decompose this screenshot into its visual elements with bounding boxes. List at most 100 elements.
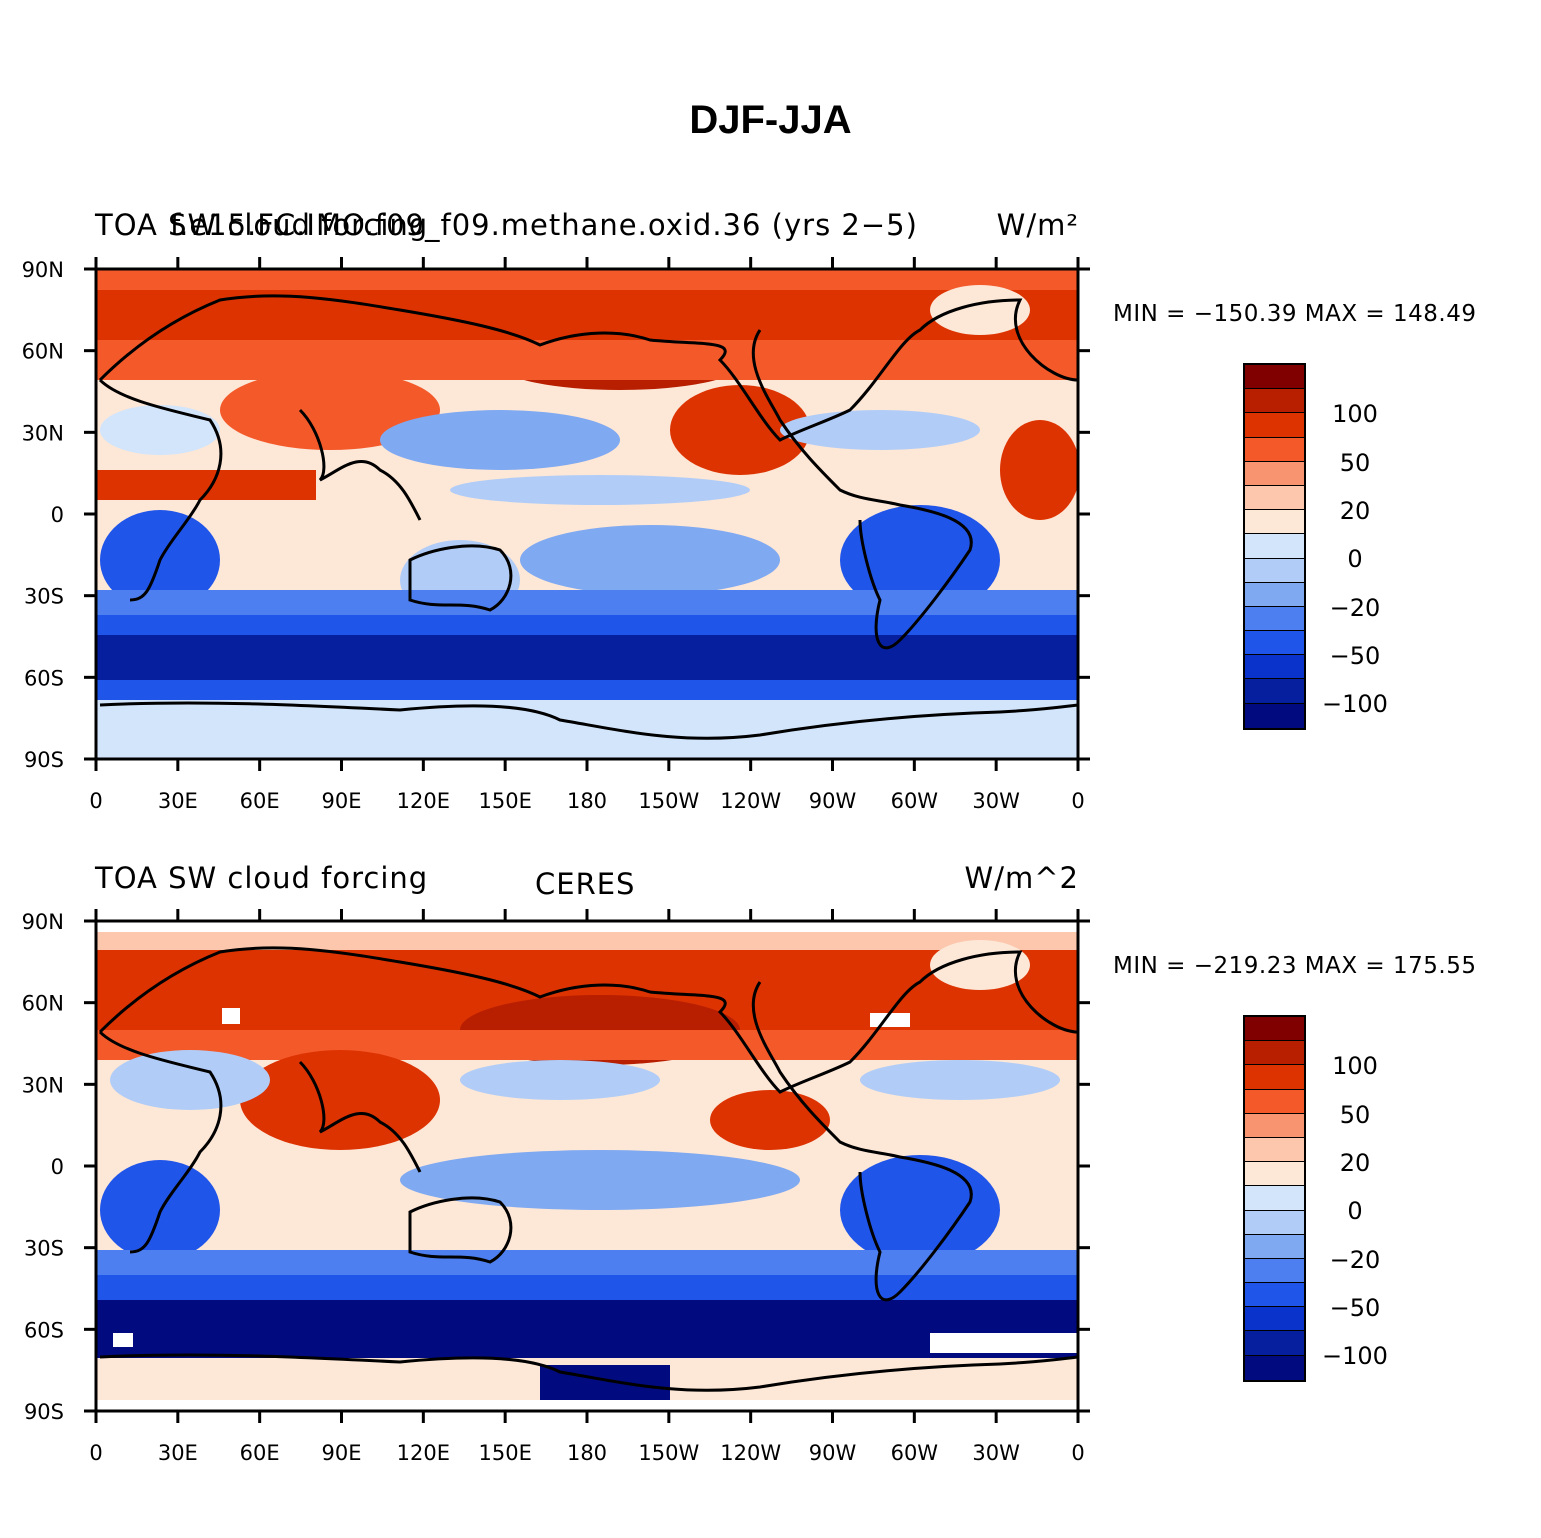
lat-label: 60N (22, 340, 64, 364)
lon-label: 180 (567, 1441, 607, 1465)
colorbar-tick-label: −100 (1322, 690, 1388, 719)
colorbar-tick-label: −20 (1329, 593, 1381, 622)
lon-label: 60W (891, 789, 939, 813)
colorbar-tick-label: −50 (1329, 1293, 1381, 1322)
lat-label: 90N (22, 258, 64, 282)
lon-label: 120E (397, 789, 450, 813)
panel1-field (96, 269, 1078, 759)
colorbar-swatch (1245, 510, 1304, 535)
lon-label: 30W (972, 1441, 1020, 1465)
lon-label: 180 (567, 789, 607, 813)
colorbar-swatch (1245, 389, 1304, 414)
panel1-ticks (84, 257, 1090, 771)
colorbar-swatch (1245, 1307, 1304, 1332)
colorbar-swatch (1245, 1258, 1304, 1284)
colorbar-tick-label: 100 (1332, 1052, 1378, 1081)
colorbar-swatch (1245, 1113, 1304, 1138)
colorbar-swatch (1245, 1089, 1304, 1114)
panel2-variable-label: TOA SW cloud forcing (95, 861, 429, 895)
page-title: DJF-JJA (689, 98, 852, 142)
lon-label: 90E (322, 1441, 362, 1465)
colorbar-tick-label: 0 (1347, 1197, 1363, 1226)
lat-label: 30S (24, 585, 64, 609)
colorbar-tick-label: 50 (1339, 1100, 1371, 1129)
lat-label: 30S (24, 1237, 64, 1261)
colorbar-swatch (1245, 365, 1304, 390)
lat-label: 0 (51, 503, 64, 527)
colorbar-tick-label: 20 (1339, 1148, 1371, 1177)
lat-label: 60N (22, 992, 64, 1016)
panel2-lon-labels: 0 30E 60E 90E 120E 150E 180 150W 120W 90W 60W 30W 0 (89, 1441, 1084, 1465)
panel1-lat-labels: 90N 60N 30N 0 30S 60S 90S (22, 258, 64, 772)
colorbar-swatch (1245, 558, 1304, 583)
colorbar-tick-label: −50 (1329, 641, 1381, 670)
panel2-field (96, 921, 1078, 1411)
panel1-coastlines (98, 294, 1078, 740)
lon-label: 60E (240, 1441, 280, 1465)
lat-label: 30N (22, 421, 64, 445)
lon-label: 0 (89, 789, 102, 813)
lon-label: 30E (158, 789, 198, 813)
colorbar-swatch (1245, 679, 1304, 704)
panel1-variable-label: TOA SW cloud forcing (95, 208, 429, 242)
lon-label: 150W (638, 1441, 699, 1465)
colorbar-tick-label: 100 (1332, 400, 1378, 429)
colorbar-swatch (1245, 606, 1304, 632)
colorbar-swatch (1245, 1283, 1304, 1308)
lon-label: 0 (1071, 1441, 1084, 1465)
lon-label: 150W (638, 789, 699, 813)
lat-label: 60S (24, 1318, 64, 1342)
lon-label: 150E (478, 1441, 531, 1465)
panel1-map: 90N 60N 30N 0 30S 60S 90S 0 30E 60E 90E 120E 150E 18… (22, 257, 1090, 813)
panel2-map: 90N 60N 30N 0 30S 60S 90S 0 30E 60E 90E 120E 150E 18… (22, 909, 1090, 1465)
colorbar-swatch (1245, 534, 1304, 559)
colorbar-swatch (1245, 437, 1304, 462)
colorbar-swatch (1245, 1234, 1304, 1259)
lon-label: 60E (240, 789, 280, 813)
lon-label: 90W (809, 1441, 857, 1465)
panel1-min-max: MIN = −150.39 MAX = 148.49 (1113, 301, 1477, 327)
colorbar-swatch (1245, 1186, 1304, 1211)
colorbar-swatch (1245, 1137, 1304, 1163)
colorbar-swatch (1245, 1065, 1304, 1090)
colorbar-swatch (1245, 631, 1304, 656)
panel2-ticks (84, 909, 1090, 1423)
colorbar-swatch (1245, 461, 1304, 486)
lon-label: 30E (158, 1441, 198, 1465)
lon-label: 120W (720, 1441, 781, 1465)
colorbar-swatch (1245, 582, 1304, 607)
lon-label: 60W (891, 1441, 939, 1465)
panel1-lon-labels: 0 30E 60E 90E 120E 150E 180 150W 120W 90W 60W 30W 0 (89, 789, 1084, 813)
lon-label: 90W (809, 789, 857, 813)
colorbar-swatch (1245, 1041, 1304, 1066)
lat-label: 90S (24, 1400, 64, 1424)
lat-label: 90N (22, 910, 64, 934)
lon-label: 150E (478, 789, 531, 813)
panel2-case-label: CERES (535, 867, 636, 901)
colorbar-tick-label: 20 (1339, 496, 1371, 525)
panel2-coastlines (98, 946, 1078, 1392)
lat-label: 60S (24, 666, 64, 690)
panel1-case-label: f.e15.FC.IMO.f09_f09.methane.oxid.36 (yr… (170, 208, 918, 242)
panel1-colorbar (1243, 363, 1306, 730)
lon-label: 0 (1071, 789, 1084, 813)
colorbar-swatch (1245, 1355, 1304, 1380)
colorbar-swatch (1245, 703, 1304, 728)
colorbar-swatch (1245, 1017, 1304, 1042)
lat-label: 90S (24, 748, 64, 772)
colorbar-swatch (1245, 1331, 1304, 1356)
lat-label: 0 (51, 1155, 64, 1179)
lon-label: 30W (972, 789, 1020, 813)
colorbar-tick-label: 50 (1339, 448, 1371, 477)
colorbar-tick-label: 0 (1347, 545, 1363, 574)
panel1-units-label: W/m² (996, 208, 1079, 242)
colorbar-swatch (1245, 1210, 1304, 1235)
panel2-colorbar (1243, 1015, 1306, 1382)
lat-label: 30N (22, 1073, 64, 1097)
colorbar-swatch (1245, 1162, 1304, 1187)
lon-label: 0 (89, 1441, 102, 1465)
colorbar-swatch (1245, 413, 1304, 438)
colorbar-swatch (1245, 655, 1304, 680)
colorbar-swatch (1245, 485, 1304, 511)
colorbar-tick-label: −20 (1329, 1245, 1381, 1274)
